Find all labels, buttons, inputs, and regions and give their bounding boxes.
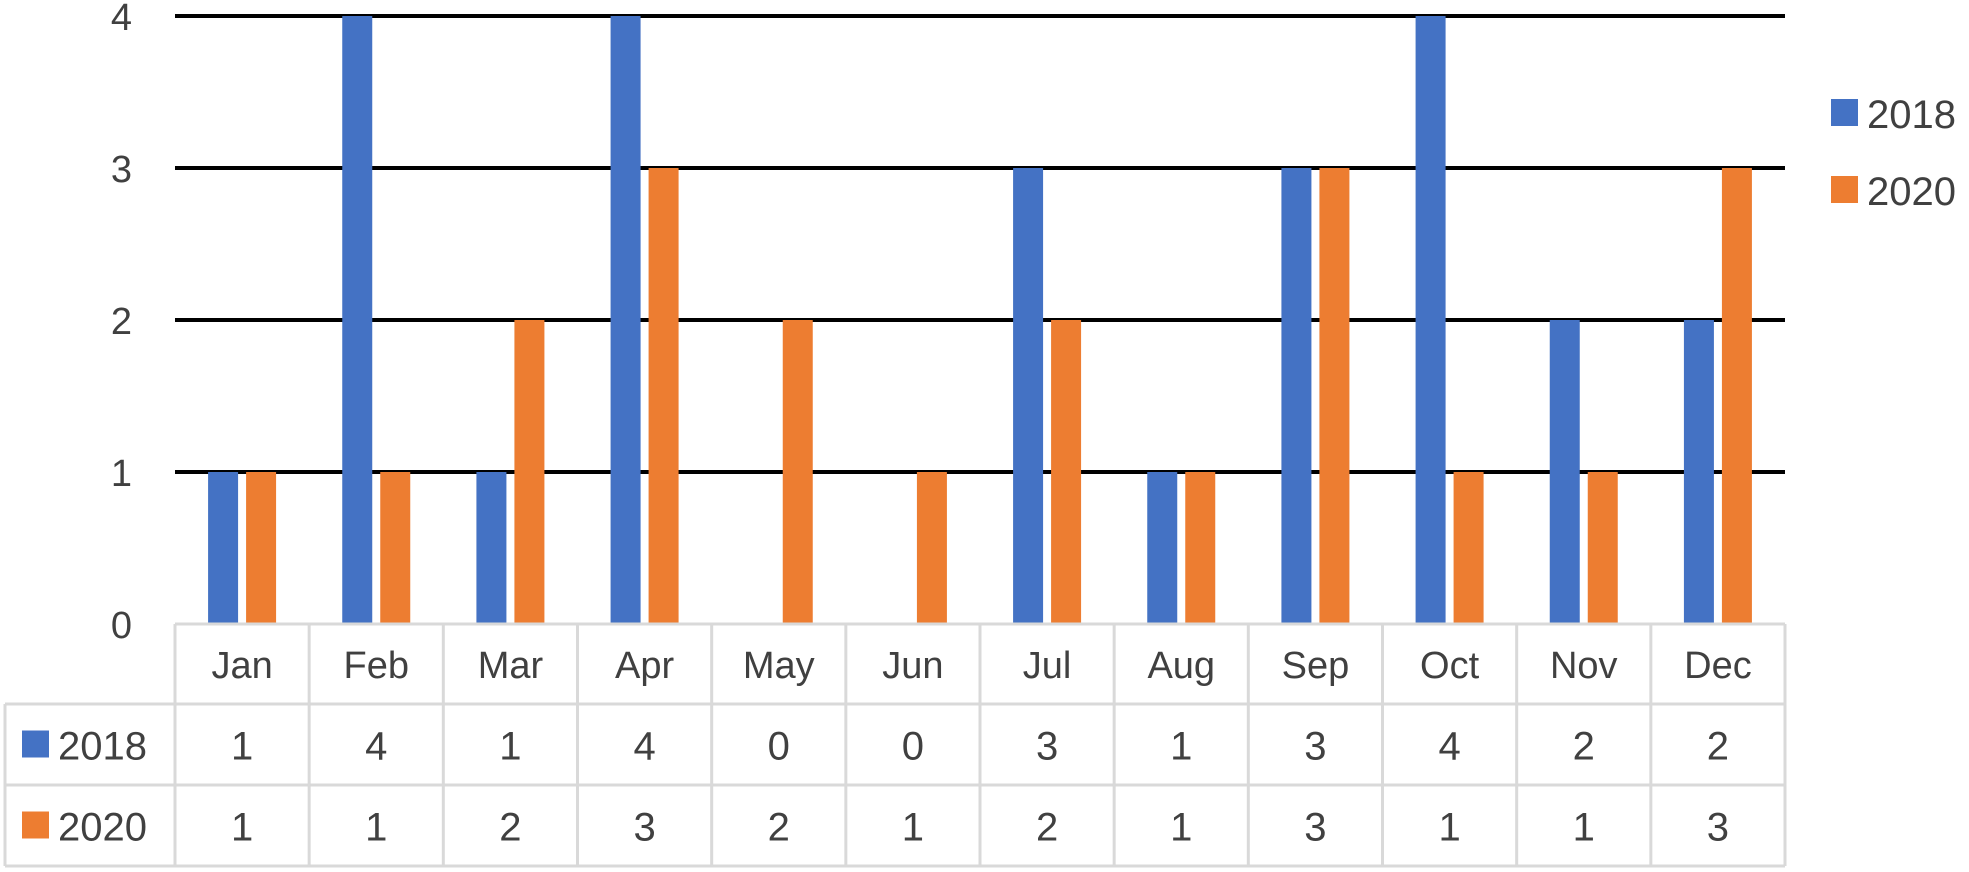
legend-swatch-2018 [1831, 99, 1858, 126]
bar-2020-Oct [1453, 472, 1484, 624]
category-label: Nov [1550, 645, 1618, 687]
bar-2020-Nov [1587, 472, 1618, 624]
bar-2018-Mar [476, 472, 507, 624]
bar-2018-Nov [1549, 320, 1580, 624]
data-table: Jan Feb Mar Apr May Jun Jul Aug Sep Oct Nov Dec 2018… [3, 622, 1787, 868]
bar-2018-Dec [1683, 320, 1714, 624]
table-cell: 1 [1170, 806, 1192, 850]
table-cell: 2 [1573, 725, 1595, 769]
y-tick-label: 1 [111, 453, 132, 495]
legend-swatch-2020 [1831, 176, 1858, 203]
table-cell: 1 [1438, 806, 1460, 850]
table-cell: 0 [768, 725, 790, 769]
category-label: May [743, 645, 815, 687]
table-cell: 1 [1573, 806, 1595, 850]
table-cell: 1 [902, 806, 924, 850]
bar-2018-Feb [342, 16, 373, 624]
table-cell: 2 [499, 806, 521, 850]
category-label: Jun [882, 645, 943, 687]
series-key-2020 [22, 811, 49, 839]
bar-2018-Jul [1013, 168, 1044, 624]
series-name-2020: 2020 [58, 806, 147, 850]
bars [208, 16, 1752, 624]
table-cell: 1 [231, 725, 253, 769]
table-cell: 1 [365, 806, 387, 850]
category-label: Feb [344, 645, 409, 687]
table-cell: 3 [1304, 725, 1326, 769]
category-label: Sep [1282, 645, 1350, 687]
gridlines [175, 14, 1785, 474]
table-cell: 3 [1036, 725, 1058, 769]
y-tick-label: 4 [111, 0, 132, 39]
bar-2018-Oct [1415, 16, 1446, 624]
bar-2020-Mar [514, 320, 545, 624]
bar-2020-Jan [246, 472, 277, 624]
bar-2018-Aug [1147, 472, 1178, 624]
table-cell: 3 [633, 806, 655, 850]
bar-2020-May [782, 320, 813, 624]
y-tick-label: 2 [111, 301, 132, 343]
category-label: Mar [478, 645, 544, 687]
table-cell: 3 [1707, 806, 1729, 850]
y-axis: 0 1 2 3 4 [111, 0, 132, 647]
category-label: Oct [1420, 645, 1480, 687]
table-cell: 4 [633, 725, 655, 769]
bar-2020-Jul [1051, 320, 1082, 624]
series-name-2018: 2018 [58, 725, 147, 769]
bar-2020-Dec [1721, 168, 1752, 624]
table-cell: 1 [231, 806, 253, 850]
table-cell: 4 [365, 725, 387, 769]
category-label: Jul [1023, 645, 1072, 687]
y-tick-label: 3 [111, 149, 132, 191]
category-label: Apr [615, 645, 674, 687]
bar-2018-Apr [610, 16, 641, 624]
table-cell: 3 [1304, 806, 1326, 850]
table-cell: 4 [1438, 725, 1460, 769]
category-label: Dec [1684, 645, 1752, 687]
bar-2018-Sep [1281, 168, 1312, 624]
bar-2020-Feb [380, 472, 411, 624]
table-cell: 2 [1036, 806, 1058, 850]
bar-2020-Sep [1319, 168, 1350, 624]
y-tick-label: 0 [111, 605, 132, 647]
table-cell: 1 [499, 725, 521, 769]
table-cell: 2 [1707, 725, 1729, 769]
table-cell: 1 [1170, 725, 1192, 769]
legend-label-2020: 2020 [1867, 170, 1956, 214]
category-label: Jan [211, 645, 272, 687]
table-cell: 2 [768, 806, 790, 850]
bar-2020-Apr [648, 168, 679, 624]
series-key-2018 [22, 730, 49, 758]
bar-2018-Jan [208, 472, 239, 624]
table-cell: 0 [902, 725, 924, 769]
legend-label-2018: 2018 [1867, 93, 1956, 137]
legend: 2018 2020 [1831, 93, 1956, 214]
category-label: Aug [1147, 645, 1215, 687]
bar-2020-Aug [1185, 472, 1216, 624]
bar-2020-Jun [916, 472, 947, 624]
